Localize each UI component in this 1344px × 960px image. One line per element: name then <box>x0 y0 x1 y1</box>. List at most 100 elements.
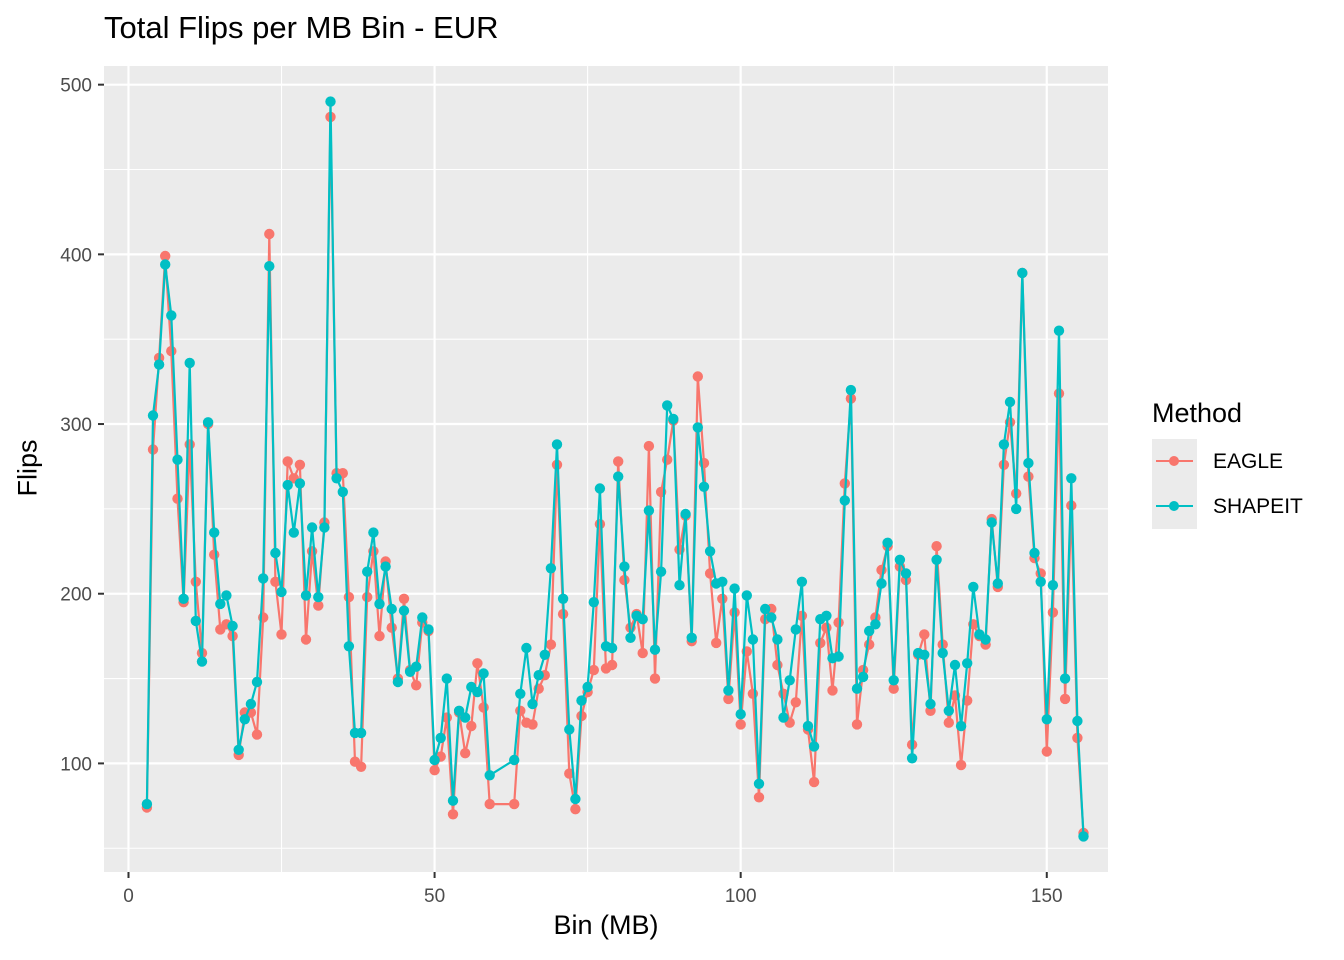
x-tick-label-50: 50 <box>424 886 445 907</box>
point-shapeit-144 <box>1041 714 1053 725</box>
point-eagle-38 <box>374 630 385 642</box>
point-shapeit-136 <box>992 578 1003 589</box>
point-shapeit-112 <box>845 384 857 396</box>
point-eagle-145 <box>1047 607 1059 618</box>
point-shapeit-62 <box>539 649 550 660</box>
point-eagle-126 <box>931 541 942 552</box>
point-eagle-75 <box>619 574 630 586</box>
point-shapeit-22 <box>276 586 287 598</box>
point-eagle-128 <box>943 717 954 728</box>
point-shapeit-78 <box>637 614 648 625</box>
y-axis-label: Flips <box>12 439 43 497</box>
point-eagle-106 <box>808 776 820 788</box>
point-eagle-78 <box>637 647 648 659</box>
point-eagle-108 <box>821 622 832 633</box>
point-shapeit-11 <box>209 527 220 538</box>
point-eagle-113 <box>851 719 863 730</box>
point-shapeit-91 <box>717 576 728 587</box>
point-eagle-74 <box>613 456 624 467</box>
point-shapeit-45 <box>417 612 428 623</box>
point-shapeit-100 <box>772 634 783 645</box>
point-shapeit-127 <box>937 647 948 659</box>
point-shapeit-4 <box>166 310 177 321</box>
legend: Method EAGLE SHAPEIT <box>1152 398 1303 529</box>
point-shapeit-39 <box>380 561 391 572</box>
point-shapeit-142 <box>1029 547 1040 559</box>
legend-label-eagle: EAGLE <box>1213 449 1284 473</box>
point-shapeit-64 <box>551 439 563 450</box>
point-shapeit-150 <box>1078 831 1089 842</box>
x-tick-label-0: 0 <box>123 886 134 907</box>
point-shapeit-5 <box>172 454 183 465</box>
point-shapeit-70 <box>588 597 599 608</box>
point-shapeit-71 <box>594 483 606 494</box>
point-shapeit-116 <box>870 619 881 630</box>
point-shapeit-137 <box>998 439 1010 450</box>
point-eagle-147 <box>1059 693 1071 705</box>
series-shapeit <box>141 96 1089 842</box>
point-shapeit-75 <box>619 561 630 572</box>
point-shapeit-35 <box>355 727 367 739</box>
point-shapeit-68 <box>576 695 587 706</box>
x-axis-label: Bin (MB) <box>553 910 659 940</box>
point-shapeit-47 <box>429 754 440 766</box>
point-shapeit-36 <box>362 566 373 577</box>
point-eagle-33 <box>343 591 355 603</box>
point-shapeit-17 <box>245 698 257 710</box>
point-shapeit-40 <box>386 603 397 615</box>
point-eagle-3 <box>160 250 171 262</box>
point-shapeit-29 <box>319 522 330 533</box>
point-shapeit-54 <box>472 686 483 698</box>
point-eagle-53 <box>466 720 477 732</box>
point-eagle-54 <box>472 658 483 669</box>
point-shapeit-130 <box>955 720 967 732</box>
point-eagle-60 <box>527 719 538 730</box>
point-shapeit-94 <box>735 709 746 720</box>
point-shapeit-9 <box>196 656 208 667</box>
point-eagle-42 <box>398 593 410 604</box>
point-shapeit-131 <box>962 658 973 669</box>
legend-item-eagle: EAGLE <box>1152 439 1303 484</box>
legend-title: Method <box>1152 398 1243 428</box>
point-shapeit-48 <box>435 732 446 744</box>
point-shapeit-119 <box>888 675 899 686</box>
x-tick-label-150: 150 <box>1031 886 1063 907</box>
point-eagle-52 <box>460 748 471 759</box>
point-shapeit-95 <box>741 590 752 601</box>
point-shapeit-147 <box>1059 673 1071 684</box>
point-shapeit-20 <box>264 261 275 272</box>
point-shapeit-128 <box>943 705 954 716</box>
point-shapeit-38 <box>374 598 385 610</box>
point-shapeit-55 <box>478 668 489 679</box>
point-shapeit-104 <box>796 576 808 587</box>
point-shapeit-121 <box>900 568 912 579</box>
point-shapeit-81 <box>655 566 667 577</box>
point-eagle-47 <box>429 765 440 776</box>
point-eagle-100 <box>772 659 783 671</box>
point-shapeit-118 <box>882 537 893 548</box>
point-eagle-26 <box>300 634 312 645</box>
point-shapeit-19 <box>258 573 269 584</box>
point-eagle-73 <box>606 659 618 671</box>
point-shapeit-80 <box>649 644 661 655</box>
point-shapeit-88 <box>698 481 710 492</box>
point-shapeit-41 <box>392 676 404 688</box>
point-shapeit-10 <box>202 417 214 428</box>
point-eagle-50 <box>447 809 459 820</box>
point-shapeit-25 <box>294 478 306 489</box>
point-shapeit-126 <box>931 554 942 565</box>
point-shapeit-42 <box>398 605 410 616</box>
point-eagle-35 <box>355 761 367 772</box>
point-shapeit-83 <box>668 413 679 425</box>
point-shapeit-101 <box>778 712 789 723</box>
point-eagle-90 <box>711 637 722 649</box>
point-eagle-63 <box>545 639 557 650</box>
point-eagle-79 <box>643 440 655 452</box>
point-shapeit-26 <box>300 590 312 601</box>
point-shapeit-134 <box>980 634 991 645</box>
point-shapeit-87 <box>692 422 703 433</box>
point-shapeit-139 <box>1011 503 1022 515</box>
point-shapeit-8 <box>190 615 201 627</box>
point-eagle-11 <box>209 549 220 560</box>
point-shapeit-105 <box>802 720 814 732</box>
